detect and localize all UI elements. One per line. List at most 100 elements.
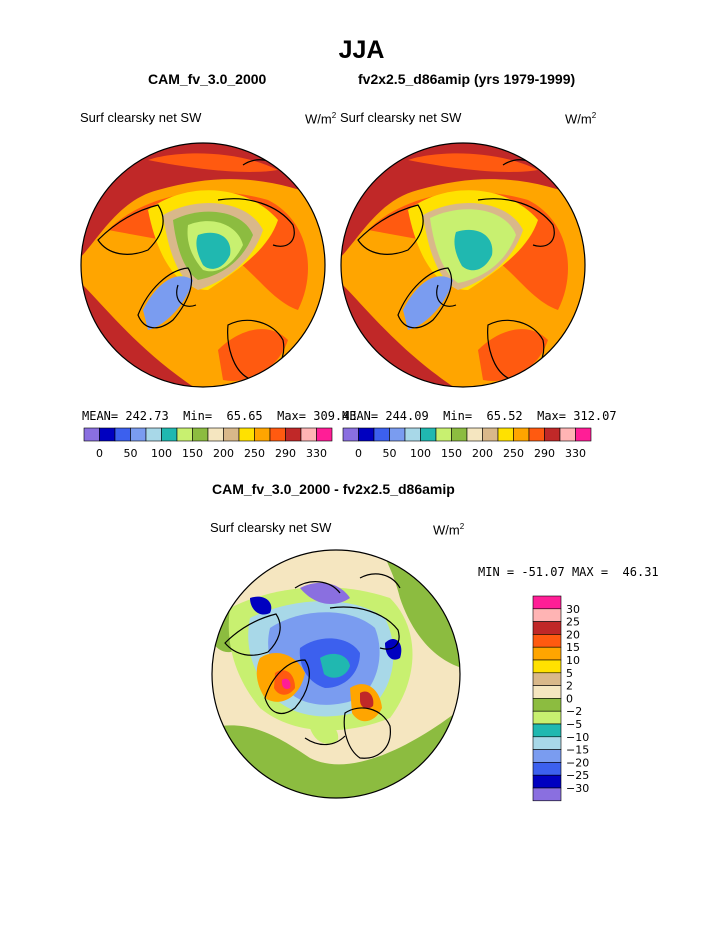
diff-case-title: CAM_fv_3.0_2000 - fv2x2.5_d86amip — [212, 481, 455, 497]
left-variable-label: Surf clearsky net SW — [80, 110, 202, 125]
colorbar-tick-label: −20 — [566, 756, 589, 769]
right-variable-label: Surf clearsky net SW — [340, 110, 462, 125]
map-field-region — [250, 596, 272, 615]
colorbar-swatch — [532, 787, 562, 802]
colorbar-swatch — [145, 427, 162, 442]
map-field-region — [478, 329, 548, 381]
colorbar-swatch — [435, 427, 452, 442]
colorbar-tick-label: −30 — [566, 782, 589, 795]
map-field-region — [310, 723, 339, 744]
right-polar-map — [340, 142, 586, 388]
colorbar-swatch — [532, 774, 562, 789]
left-case-title: CAM_fv_3.0_2000 — [148, 71, 267, 87]
colorbar-swatch — [482, 427, 499, 442]
map-boundary-circle — [211, 549, 461, 799]
map-field-negative-region — [212, 708, 460, 798]
right-case-title: fv2x2.5_d86amip (yrs 1979-1999) — [358, 71, 576, 87]
left-colorbar: 0 50 100 150 200 250 290 330 — [83, 427, 333, 460]
map-field-region — [196, 232, 231, 269]
colorbar-tick-label: 15 — [566, 641, 580, 654]
diff-stats: MIN = -51.07 MAX = 46.31 — [478, 565, 659, 579]
colorbar-swatch — [532, 710, 562, 725]
right-stats: MEAN= 244.09 Min= 65.52 Max= 312.07 — [342, 409, 617, 423]
colorbar-swatch — [373, 427, 390, 442]
colorbar-swatch — [130, 427, 147, 442]
colorbar-swatch — [404, 427, 421, 442]
colorbar-tick-label: −10 — [566, 731, 589, 744]
colorbar-swatch — [532, 659, 562, 674]
diff-variable-label: Surf clearsky net SW — [210, 520, 332, 535]
map-field-region — [454, 229, 493, 271]
colorbar-tick-label: 250 — [244, 447, 265, 460]
colorbar-tick-label: 30 — [566, 603, 580, 616]
colorbar-swatch — [420, 427, 437, 442]
colorbar-swatch — [544, 427, 561, 442]
map-field-positive-region — [281, 678, 291, 690]
colorbar-swatch — [342, 427, 359, 442]
colorbar-swatch — [532, 698, 562, 712]
colorbar-tick-label: 25 — [566, 616, 580, 629]
colorbar-swatch — [223, 427, 240, 442]
colorbar-tick-label: 330 — [565, 447, 586, 460]
colorbar-tick-label: −25 — [566, 769, 589, 782]
right-colorbar: 0 50 100 150 200 250 290 330 — [342, 427, 592, 460]
colorbar-tick-label: 20 — [566, 628, 580, 641]
colorbar-swatch — [532, 595, 562, 610]
colorbar-swatch — [99, 427, 116, 442]
right-units: W/m2 — [565, 111, 597, 127]
coastlines — [224, 573, 401, 759]
colorbar-swatch — [451, 427, 468, 442]
colorbar-tick-label: 50 — [383, 447, 397, 460]
map-field-region — [300, 582, 350, 604]
colorbar-tick-label: 5 — [566, 667, 573, 680]
colorbar-swatch — [532, 646, 562, 661]
colorbar-tick-label: 150 — [441, 447, 462, 460]
colorbar-tick-label: 150 — [182, 447, 203, 460]
colorbar-swatch — [161, 427, 178, 442]
diff-units: W/m2 — [433, 522, 465, 538]
colorbar-swatch — [532, 672, 562, 686]
colorbar-tick-label: 0 — [96, 447, 103, 460]
map-boundary-circle — [80, 142, 326, 388]
colorbar-tick-label: 290 — [534, 447, 555, 460]
figure-title: JJA — [338, 36, 385, 64]
colorbar-tick-label: 330 — [306, 447, 327, 460]
colorbar-swatch — [207, 427, 224, 442]
map-field-region — [320, 653, 350, 678]
colorbar-swatch — [83, 427, 100, 442]
colorbar-swatch — [269, 427, 286, 442]
colorbar-tick-label: 100 — [151, 447, 172, 460]
colorbar-swatch — [358, 427, 375, 442]
colorbar-tick-label: 100 — [410, 447, 431, 460]
colorbar-swatch — [466, 427, 483, 442]
map-field-region — [148, 153, 278, 172]
map-field-region — [218, 329, 288, 381]
map-field-greenland — [143, 276, 193, 330]
colorbar-swatch — [114, 427, 131, 442]
colorbar-swatch — [176, 427, 193, 442]
colorbar-tick-label: 2 — [566, 680, 573, 693]
colorbar-swatch — [532, 634, 562, 648]
colorbar-swatch — [559, 427, 576, 442]
colorbar-swatch — [254, 427, 271, 442]
colorbar-swatch — [316, 427, 333, 442]
colorbar-swatch — [532, 608, 562, 622]
colorbar-swatch — [575, 427, 592, 442]
left-units: W/m2 — [305, 111, 337, 127]
colorbar-swatch — [497, 427, 514, 442]
colorbar-swatch — [513, 427, 530, 442]
colorbar-tick-label: −2 — [566, 705, 582, 718]
colorbar-tick-label: 0 — [355, 447, 362, 460]
colorbar-swatch — [532, 762, 562, 776]
colorbar-tick-label: 290 — [275, 447, 296, 460]
colorbar-swatch — [389, 427, 406, 442]
map-field-region — [408, 153, 538, 172]
map-field-positive-region — [360, 691, 374, 709]
colorbar-swatch — [192, 427, 209, 442]
colorbar-tick-label: −5 — [566, 718, 582, 731]
colorbar-swatch — [285, 427, 302, 442]
colorbar-swatch — [532, 723, 562, 738]
colorbar-tick-label: 50 — [124, 447, 138, 460]
colorbar-tick-label: 250 — [503, 447, 524, 460]
